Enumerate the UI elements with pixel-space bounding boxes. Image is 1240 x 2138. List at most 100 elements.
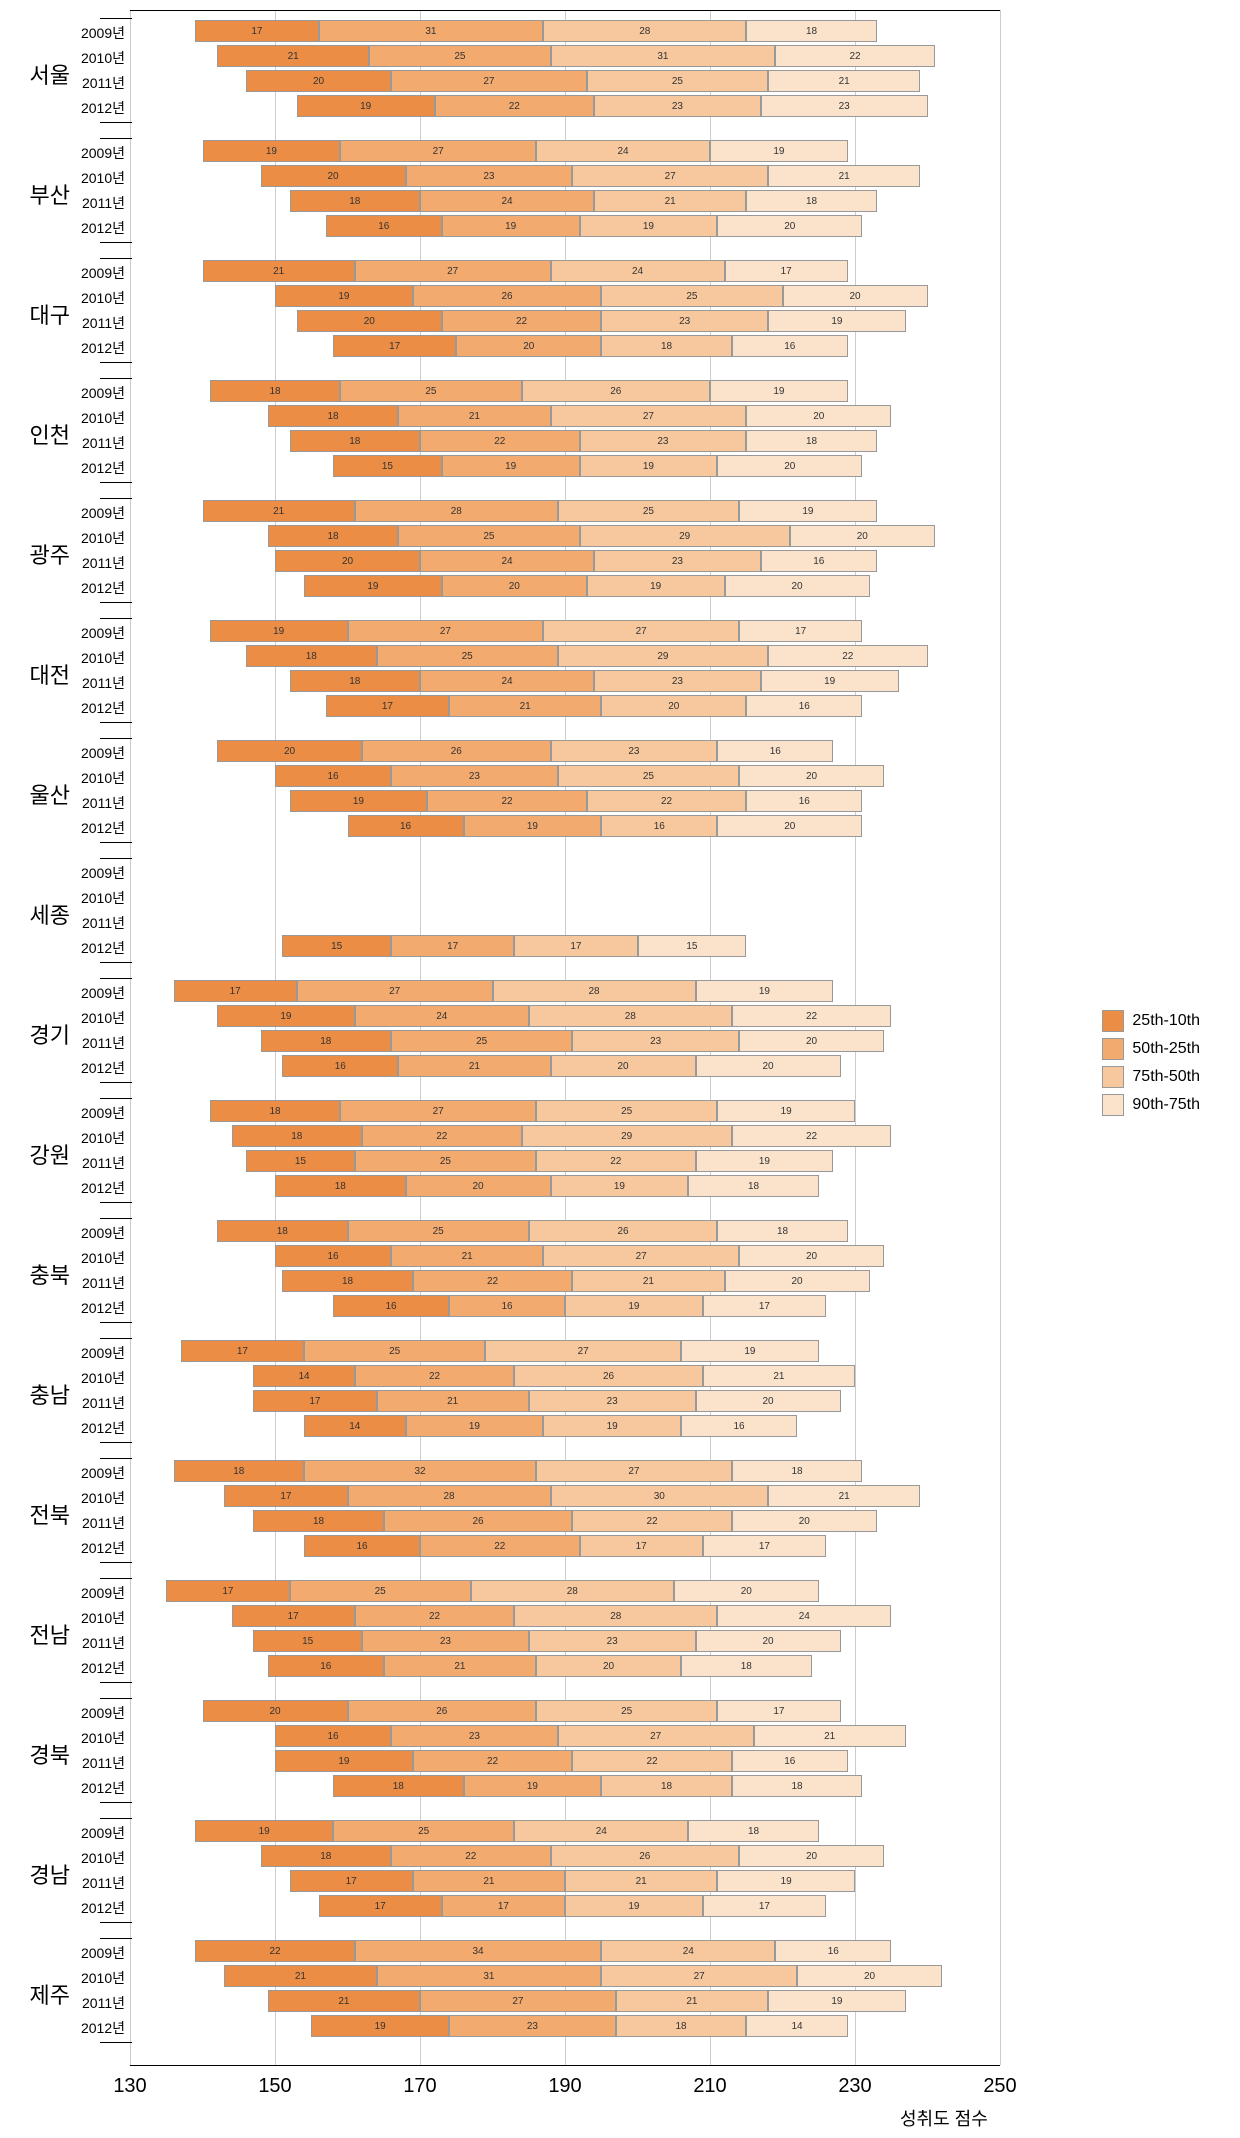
group-divider [100, 842, 132, 843]
bar-segment: 23 [551, 740, 718, 762]
bar-segment: 22 [732, 1125, 892, 1147]
bar-segment: 14 [304, 1415, 406, 1437]
bar-segment: 21 [224, 1965, 376, 1987]
bar-segment: 17 [725, 260, 848, 282]
year-label: 2011년 [70, 553, 125, 573]
year-label: 2010년 [70, 648, 125, 668]
group-divider [100, 378, 132, 379]
bar-segment: 17 [253, 1390, 376, 1412]
year-label: 2010년 [70, 768, 125, 788]
bar-segment: 21 [377, 1390, 529, 1412]
bar-segment: 25 [290, 1580, 471, 1602]
region-label: 세종 [10, 898, 70, 930]
bar-segment: 15 [253, 1630, 362, 1652]
bar-segment: 22 [355, 1605, 515, 1627]
bar-segment: 27 [485, 1340, 681, 1362]
bar-segment: 20 [456, 335, 601, 357]
bar-segment: 27 [420, 1990, 616, 2012]
bar-segment: 19 [768, 1990, 906, 2012]
bar-segment: 15 [638, 935, 747, 957]
bar-segment: 20 [746, 405, 891, 427]
bar-segment: 27 [543, 1245, 739, 1267]
bar-segment: 19 [768, 310, 906, 332]
bar-segment: 19 [195, 1820, 333, 1842]
bar-segment: 14 [253, 1365, 355, 1387]
bar-segment: 18 [290, 190, 421, 212]
bar-segment: 18 [333, 1775, 464, 1797]
bar-segment: 16 [732, 1750, 848, 1772]
bar-segment: 18 [246, 645, 377, 667]
group-divider [100, 18, 132, 19]
bar-segment: 15 [246, 1150, 355, 1172]
bar-segment: 21 [768, 1485, 920, 1507]
year-label: 2012년 [70, 1178, 125, 1198]
bar-segment: 18 [688, 1175, 819, 1197]
bar-segment: 22 [536, 1150, 696, 1172]
bar-segment: 22 [420, 1535, 580, 1557]
bar-segment: 16 [717, 740, 833, 762]
bar-segment: 16 [761, 550, 877, 572]
year-label: 2012년 [70, 458, 125, 478]
year-label: 2010년 [70, 888, 125, 908]
bar-segment: 20 [406, 1175, 551, 1197]
year-label: 2012년 [70, 578, 125, 598]
bar-segment: 19 [739, 500, 877, 522]
bar-segment: 23 [580, 430, 747, 452]
bar-segment: 20 [601, 695, 746, 717]
x-tick-label: 150 [255, 2075, 295, 2098]
bar-segment: 22 [420, 430, 580, 452]
bar-segment: 27 [572, 165, 768, 187]
x-axis-line [130, 2065, 1000, 2066]
bar-segment: 14 [746, 2015, 848, 2037]
plot-top-border [130, 10, 1000, 11]
bar-segment: 24 [551, 260, 725, 282]
bar-segment: 19 [275, 1750, 413, 1772]
bar-segment: 23 [572, 1030, 739, 1052]
year-label: 2010년 [70, 1968, 125, 1988]
bar-segment: 18 [268, 525, 399, 547]
x-tick-label: 190 [545, 2075, 585, 2098]
bar-segment: 21 [594, 190, 746, 212]
bar-segment: 16 [746, 790, 862, 812]
bar-segment: 23 [391, 765, 558, 787]
year-label: 2012년 [70, 1658, 125, 1678]
bar-segment: 18 [616, 2015, 747, 2037]
bar-segment: 26 [413, 285, 602, 307]
bar-segment: 20 [739, 765, 884, 787]
bar-segment: 16 [775, 1940, 891, 1962]
bar-segment: 21 [217, 45, 369, 67]
bar-segment: 23 [406, 165, 573, 187]
bar-segment: 19 [464, 1775, 602, 1797]
bar-segment: 22 [391, 1845, 551, 1867]
region-label: 인천 [10, 418, 70, 450]
x-tick-label: 170 [400, 2075, 440, 2098]
bar-segment: 18 [261, 1030, 392, 1052]
bar-segment: 16 [268, 1655, 384, 1677]
x-tick-label: 250 [980, 2075, 1020, 2098]
legend-item-3: 75th-50th [1102, 1066, 1200, 1088]
bar-segment: 23 [594, 550, 761, 572]
region-label: 서울 [10, 58, 70, 90]
bar-segment: 18 [217, 1220, 348, 1242]
bar-segment: 22 [413, 1750, 573, 1772]
bar-segment: 26 [384, 1510, 573, 1532]
year-label: 2009년 [70, 1343, 125, 1363]
bar-segment: 25 [601, 285, 782, 307]
year-label: 2009년 [70, 1823, 125, 1843]
bar-segment: 26 [529, 1220, 718, 1242]
bar-segment: 28 [348, 1485, 551, 1507]
year-label: 2012년 [70, 218, 125, 238]
bar-segment: 20 [536, 1655, 681, 1677]
bar-segment: 28 [529, 1005, 732, 1027]
bar-segment: 17 [442, 1895, 565, 1917]
bar-segment: 20 [442, 575, 587, 597]
legend-label-3: 75th-50th [1132, 1068, 1200, 1086]
bar-segment: 28 [355, 500, 558, 522]
bar-segment: 18 [253, 1510, 384, 1532]
bar-segment: 17 [717, 1700, 840, 1722]
year-label: 2011년 [70, 673, 125, 693]
legend-swatch-3 [1102, 1066, 1124, 1088]
chart-container: 25th-10th 50th-25th 75th-50th 90th-75th … [0, 0, 1240, 2138]
legend-label-1: 25th-10th [1132, 1012, 1200, 1030]
region-label: 전북 [10, 1498, 70, 1530]
